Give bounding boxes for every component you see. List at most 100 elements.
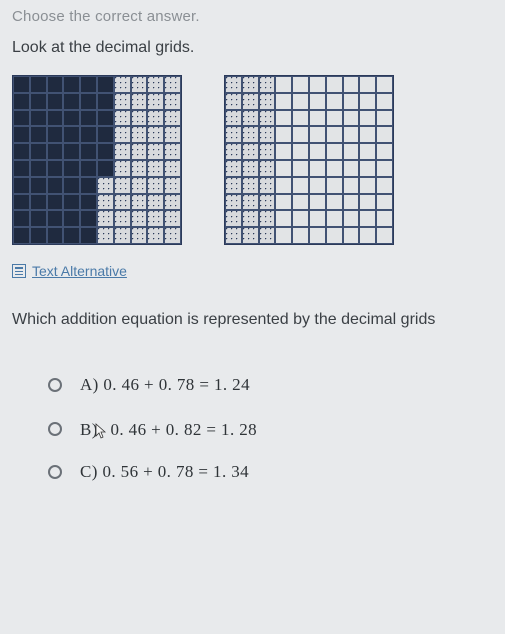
grid-cell <box>359 126 376 143</box>
grid-cell <box>242 110 259 127</box>
grid-cell <box>30 126 47 143</box>
option-a-label: A) 0. 46 + 0. 78 = 1. 24 <box>80 375 250 395</box>
grid-cell <box>47 210 64 227</box>
grid-cell <box>47 143 64 160</box>
grid-cell <box>80 126 97 143</box>
decimal-grid-1 <box>12 75 182 245</box>
option-b[interactable]: B) 0. 46 + 0. 82 = 1. 28 <box>48 417 493 440</box>
grid-cell <box>97 76 114 93</box>
grid-cell <box>292 160 309 177</box>
grid-cell <box>259 194 276 211</box>
grid-cell <box>13 76 30 93</box>
grid-cell <box>242 210 259 227</box>
grid-cell <box>147 194 164 211</box>
grid-cell <box>30 76 47 93</box>
grid-cell <box>326 194 343 211</box>
grid-cell <box>275 194 292 211</box>
grid-cell <box>309 76 326 93</box>
grid-cell <box>292 126 309 143</box>
grid-cell <box>326 110 343 127</box>
grid-cell <box>30 210 47 227</box>
text-alternative-link[interactable]: Text Alternative <box>12 263 127 279</box>
grid-cell <box>63 194 80 211</box>
grid-cell <box>47 194 64 211</box>
grid-cell <box>114 160 131 177</box>
radio-c[interactable] <box>48 465 62 479</box>
grid-cell <box>63 126 80 143</box>
top-instruction: Choose the correct answer. <box>12 8 493 25</box>
grid-cell <box>326 210 343 227</box>
option-b-label: B) 0. 46 + 0. 82 = 1. 28 <box>80 417 257 440</box>
grid-cell <box>131 177 148 194</box>
grid-cell <box>259 177 276 194</box>
grid-cell <box>359 194 376 211</box>
option-c-label: C) 0. 56 + 0. 78 = 1. 34 <box>80 462 249 482</box>
grid-cell <box>225 194 242 211</box>
grid-cell <box>30 227 47 244</box>
grid-cell <box>343 194 360 211</box>
grid-cell <box>63 110 80 127</box>
grid-cell <box>292 143 309 160</box>
grid-cell <box>80 76 97 93</box>
grid-cell <box>30 194 47 211</box>
grid-cell <box>164 76 181 93</box>
grid-cell <box>376 227 393 244</box>
grid-cell <box>225 160 242 177</box>
grid-cell <box>97 177 114 194</box>
grid-cell <box>309 93 326 110</box>
grid-cell <box>30 93 47 110</box>
grid-cell <box>47 177 64 194</box>
grid-cell <box>326 177 343 194</box>
grid-cell <box>114 210 131 227</box>
radio-b[interactable] <box>48 422 62 436</box>
grid-cell <box>343 177 360 194</box>
grid-cell <box>30 177 47 194</box>
grid-cell <box>164 194 181 211</box>
grid-cell <box>309 126 326 143</box>
grid-cell <box>359 210 376 227</box>
grid-cell <box>292 210 309 227</box>
grid-cell <box>292 110 309 127</box>
grid-cell <box>359 76 376 93</box>
grid-cell <box>131 143 148 160</box>
grid-cell <box>242 194 259 211</box>
grid-cell <box>164 210 181 227</box>
grid-cell <box>343 210 360 227</box>
grid-cell <box>63 210 80 227</box>
grid-cell <box>114 110 131 127</box>
grid-cell <box>97 126 114 143</box>
grid-cell <box>326 76 343 93</box>
grid-cell <box>326 227 343 244</box>
grid-cell <box>97 93 114 110</box>
grid-cell <box>63 93 80 110</box>
radio-a[interactable] <box>48 378 62 392</box>
grid-cell <box>359 110 376 127</box>
text-alternative-label: Text Alternative <box>32 263 127 279</box>
option-c[interactable]: C) 0. 56 + 0. 78 = 1. 34 <box>48 462 493 482</box>
grid-cell <box>225 110 242 127</box>
grid-cell <box>326 160 343 177</box>
grid-cell <box>275 227 292 244</box>
grid-cell <box>114 126 131 143</box>
grid-cell <box>225 210 242 227</box>
grid-cell <box>30 160 47 177</box>
grid-cell <box>376 194 393 211</box>
grid-cell <box>275 93 292 110</box>
grid-cell <box>309 177 326 194</box>
grid-cell <box>164 227 181 244</box>
grid-cell <box>131 126 148 143</box>
grid-cell <box>131 76 148 93</box>
look-instruction: Look at the decimal grids. <box>12 39 493 57</box>
grid-cell <box>275 143 292 160</box>
grid-cell <box>80 210 97 227</box>
grid-cell <box>292 177 309 194</box>
grid-cell <box>259 227 276 244</box>
grid-cell <box>376 210 393 227</box>
grid-cell <box>97 110 114 127</box>
grid-cell <box>326 93 343 110</box>
grid-cell <box>343 126 360 143</box>
option-a[interactable]: A) 0. 46 + 0. 78 = 1. 24 <box>48 375 493 395</box>
grid-cell <box>147 93 164 110</box>
grid-cell <box>309 210 326 227</box>
grid-cell <box>147 210 164 227</box>
